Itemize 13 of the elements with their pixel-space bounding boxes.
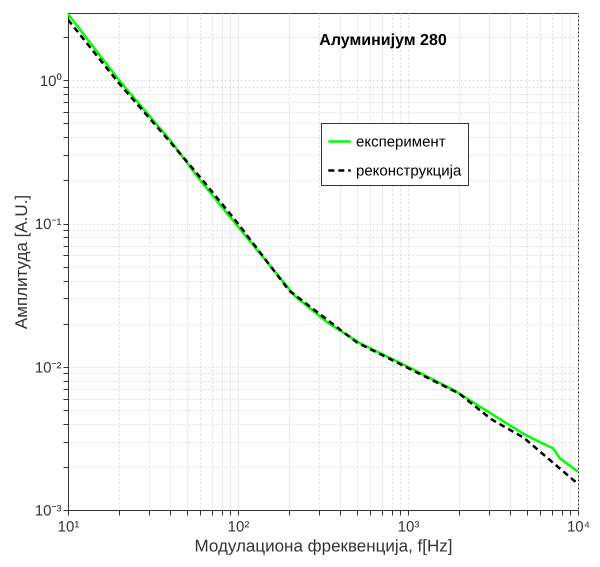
x-tick-label: 10²: [228, 518, 250, 536]
legend-label: реконструкција: [356, 162, 462, 180]
x-tick-label: 10⁴: [566, 518, 590, 536]
y-tick-label: 10⁻²: [34, 359, 62, 376]
x-tick-label: 10¹: [58, 518, 80, 536]
legend-label: експеримент: [356, 134, 446, 150]
x-axis-title: Модулациона фреквенција, f[Hz]: [194, 536, 452, 556]
y-tick-label: 10⁰: [40, 72, 62, 90]
y-axis-title: Амплитуда [A.U.]: [12, 194, 31, 330]
y-tick-label: 10⁻¹: [34, 216, 62, 234]
text: Алуминијум 280: [319, 32, 447, 49]
x-tick-label: 10³: [398, 518, 420, 536]
y-tick-label: 10⁻³: [34, 502, 62, 520]
